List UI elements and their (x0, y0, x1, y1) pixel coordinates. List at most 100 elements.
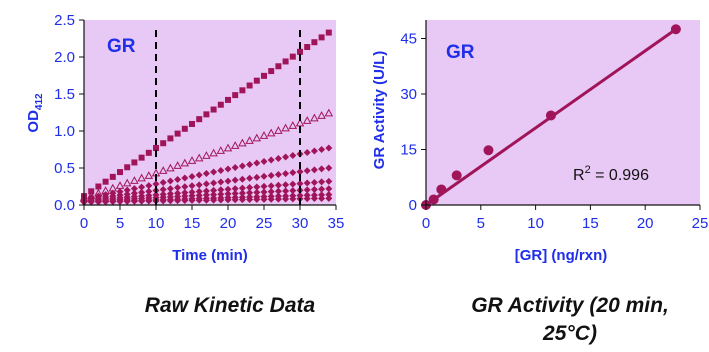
x-tick-label: 0 (422, 215, 430, 232)
data-point-diamond (318, 178, 326, 186)
data-point-diamond (325, 164, 333, 172)
data-point-square (174, 130, 181, 137)
data-point-diamond (138, 188, 146, 196)
data-point-triangle (194, 153, 204, 162)
series-diamond (80, 194, 333, 206)
tick-labels: 0 5 10 15 20 25 0 15 30 45 (400, 31, 708, 233)
data-point-square (95, 183, 102, 190)
data-point-diamond (94, 198, 102, 206)
data-point-diamond (253, 188, 261, 196)
data-point-diamond (210, 168, 218, 176)
axes (79, 19, 337, 210)
data-point-square (102, 178, 109, 185)
data-point-diamond (246, 161, 254, 169)
data-point-square (232, 92, 239, 99)
data-point-diamond (188, 196, 196, 204)
caption-raw-kinetic: Raw Kinetic Data (144, 294, 316, 317)
data-point-diamond (282, 153, 290, 161)
data-point-square (109, 173, 116, 180)
data-point-square (196, 116, 203, 123)
chart-badge-label: GR (446, 42, 475, 63)
data-point-diamond (318, 194, 326, 202)
data-point-triangle (259, 131, 269, 139)
data-point-diamond (267, 182, 275, 190)
x-tick-label: 35 (328, 215, 345, 232)
data-point-triangle (223, 143, 233, 152)
data-point-diamond (166, 197, 174, 205)
data-point-diamond (123, 197, 131, 205)
data-point-diamond (260, 195, 268, 203)
data-point-triangle (310, 113, 319, 122)
chart-gr-activity: 0 5 10 15 20 25 0 15 30 45 GR [GR] (ng/rxn) GR Ac… (371, 20, 708, 264)
data-point-diamond (274, 155, 282, 163)
data-point-diamond (282, 170, 290, 178)
series-triangle-open (79, 108, 334, 202)
data-point-diamond (325, 194, 333, 202)
data-point-diamond (138, 197, 146, 205)
data-point-diamond (238, 184, 246, 192)
data-point-triangle (245, 136, 254, 144)
data-point-diamond (282, 195, 290, 203)
data-point-diamond (246, 189, 254, 197)
data-point-diamond (282, 181, 290, 189)
x-axis-label: [GR] (ng/rxn) (515, 247, 607, 264)
data-point-diamond (188, 173, 196, 181)
data-point-diamond (303, 149, 311, 157)
data-point-diamond (174, 184, 182, 192)
data-point-diamond (310, 195, 318, 203)
y-tick-label: 45 (400, 31, 417, 48)
y-tick-label: 30 (400, 86, 417, 103)
data-point-square (181, 125, 188, 132)
x-tick-label: 10 (148, 215, 165, 232)
data-point-diamond (202, 196, 210, 204)
data-point-diamond (325, 185, 333, 193)
series-diamond (80, 144, 333, 203)
data-point-diamond (310, 178, 318, 186)
data-point-square (131, 159, 138, 166)
data-point (451, 170, 462, 181)
data-point-diamond (195, 181, 203, 189)
data-point-square (297, 48, 303, 55)
data-point-square (153, 145, 159, 152)
data-point-diamond (130, 185, 138, 193)
data-point-diamond (325, 191, 333, 199)
data-point-diamond (260, 182, 268, 190)
data-point-diamond (253, 195, 261, 203)
data-point-diamond (217, 167, 225, 175)
data-point-triangle (166, 163, 175, 172)
y-tick-label: 1.5 (54, 86, 75, 103)
x-tick-label: 30 (292, 215, 309, 232)
data-point-triangle (187, 156, 197, 164)
data-point-triangle (266, 128, 276, 137)
data-point-diamond (253, 173, 261, 181)
r-squared-superscript: 2 (585, 164, 591, 176)
data-point-triangle (288, 121, 298, 129)
x-tick-label: 5 (116, 215, 124, 232)
x-tick-label: 5 (477, 215, 485, 232)
data-point-diamond (174, 176, 182, 184)
data-point-diamond (138, 183, 146, 191)
data-point-square (282, 58, 289, 65)
data-point-diamond (303, 167, 311, 175)
data-point-diamond (296, 180, 304, 188)
y-tick-label: 1.0 (54, 123, 75, 140)
caption-gr-activity-line2: 25°C) (543, 322, 597, 345)
data-point-square (124, 164, 131, 171)
data-point-square (239, 87, 246, 94)
data-point-diamond (238, 189, 246, 197)
data-point-triangle (144, 171, 154, 179)
data-point-diamond (123, 186, 131, 194)
data-point-diamond (318, 165, 326, 173)
x-tick-label: 15 (184, 215, 201, 232)
y-tick-label: 0 (409, 197, 417, 214)
data-point-diamond (310, 185, 318, 193)
data-point-square (225, 96, 231, 103)
data-point-diamond (282, 187, 290, 195)
data-point-square (217, 101, 224, 108)
x-tick-label: 20 (220, 215, 237, 232)
data-marks (421, 24, 681, 210)
data-point-diamond (303, 195, 311, 203)
data-point-diamond (260, 158, 268, 166)
x-tick-label: 10 (527, 215, 544, 232)
data-point-diamond (289, 180, 297, 188)
